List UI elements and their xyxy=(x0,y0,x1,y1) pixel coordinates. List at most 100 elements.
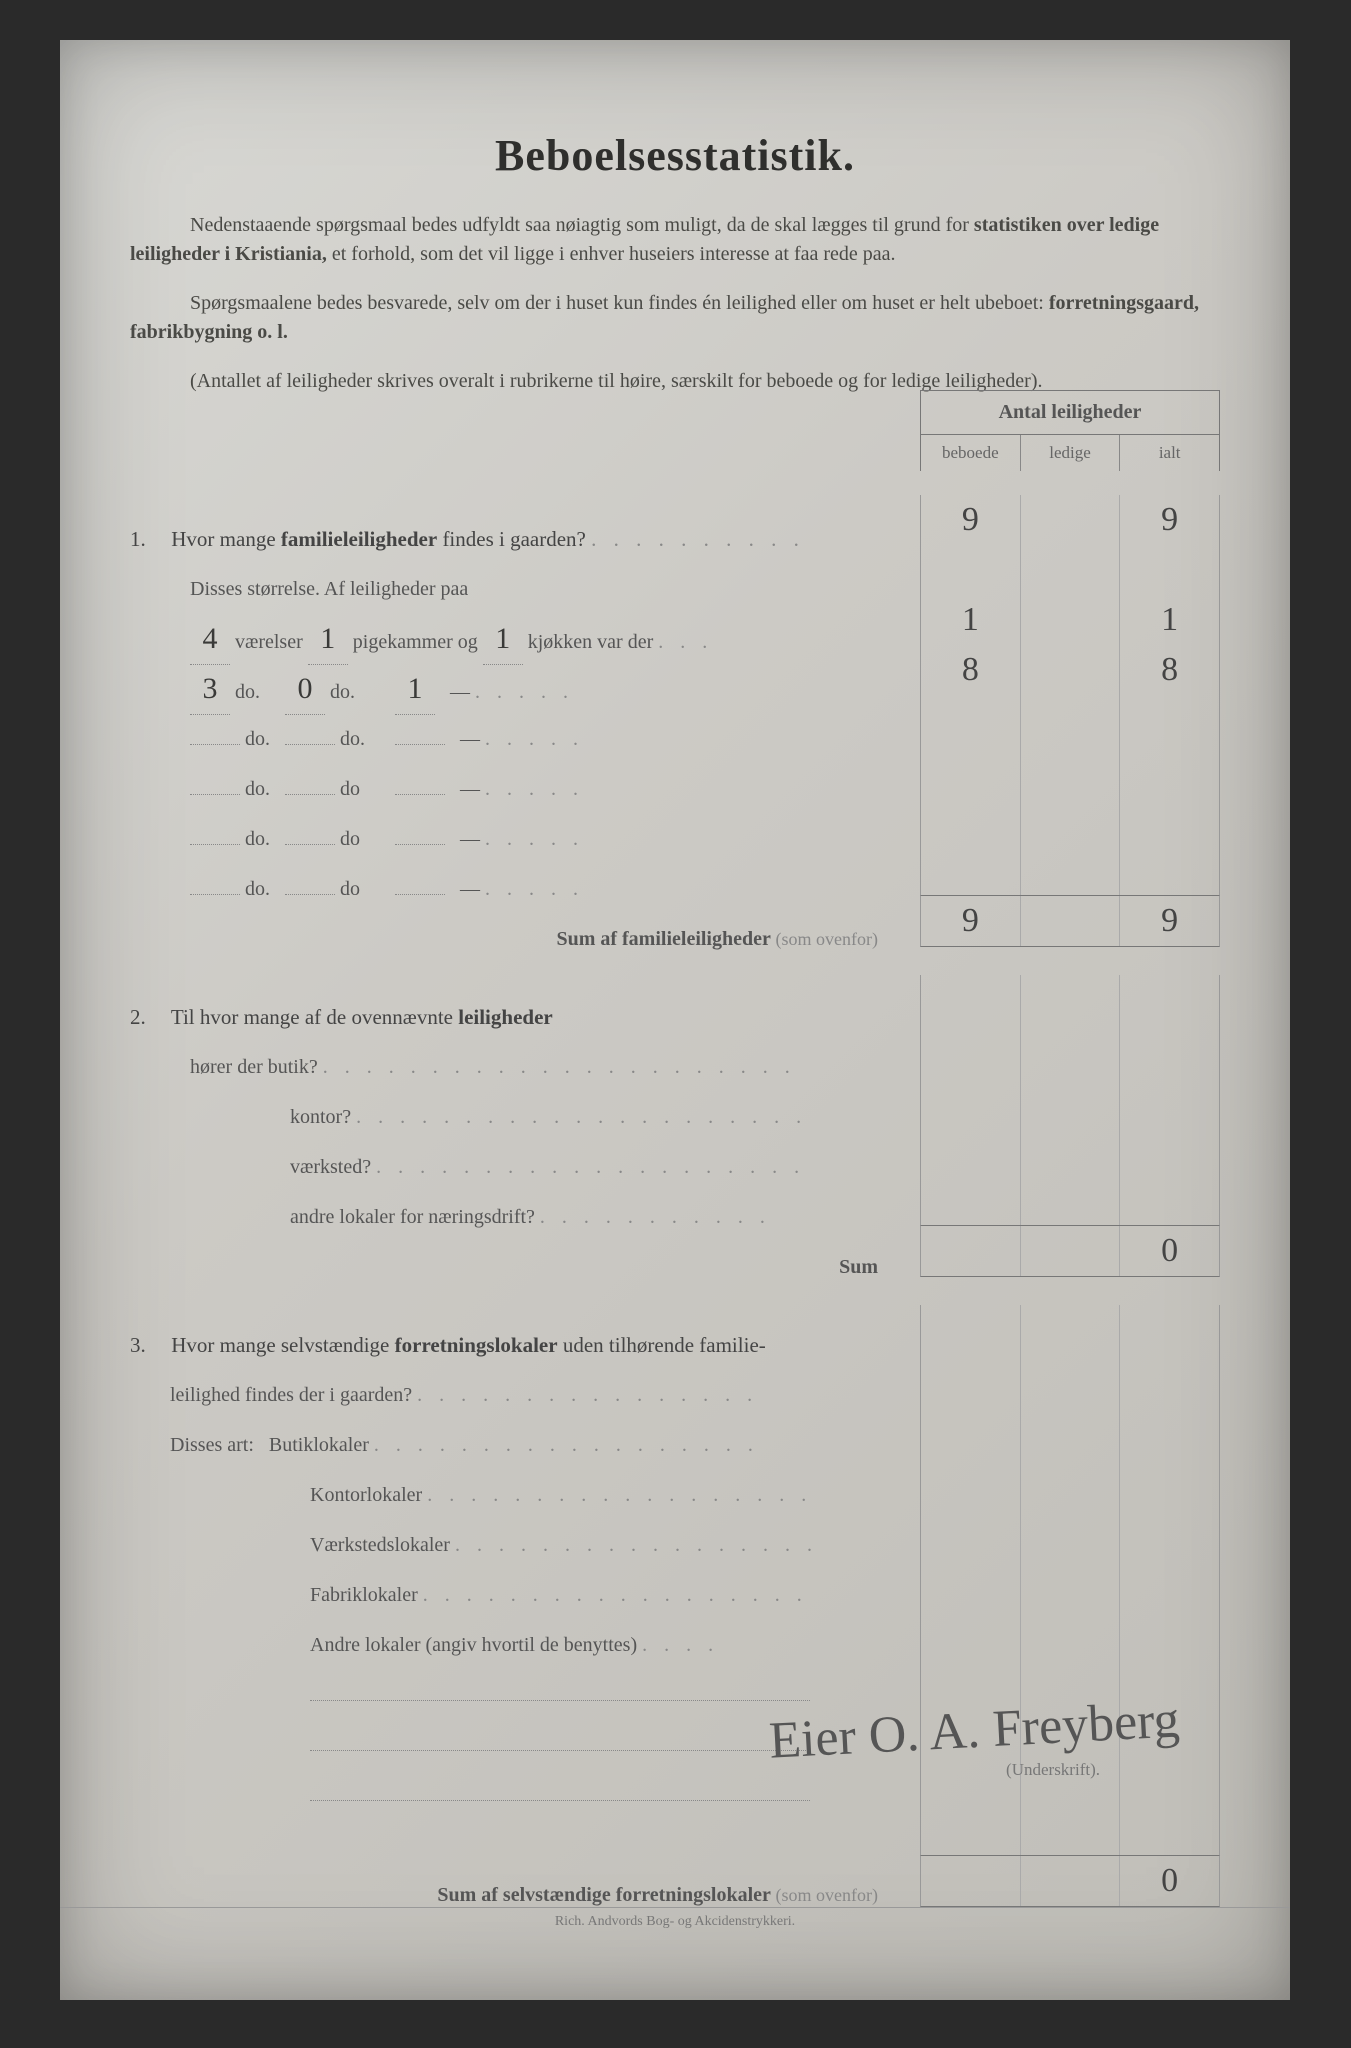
lbl-v: værelser xyxy=(235,631,303,653)
q3-row-2 xyxy=(920,1505,1220,1555)
q1-row-3 xyxy=(920,745,1220,795)
lbl-v: do. xyxy=(245,828,270,850)
q1-total-led xyxy=(1021,495,1121,545)
lbl-v: do. xyxy=(245,878,270,900)
intro-p1a: Nedenstaaende spørgsmaal bedes udfyldt s… xyxy=(190,214,974,236)
q3-num: 3. xyxy=(130,1320,166,1370)
q1-total-ialt: 9 xyxy=(1120,495,1219,545)
lbl-k: kjøkken var der xyxy=(528,631,654,653)
left-column: 1. Hvor mange familieleiligheder findes … xyxy=(130,414,890,1920)
scanned-page: Beboelsesstatistik. Nedenstaaende spørgs… xyxy=(60,40,1290,2000)
q2-l1: kontor? xyxy=(290,1106,351,1128)
q1-num: 1. xyxy=(130,514,166,564)
vaer-1: 3 xyxy=(190,664,230,715)
q3-sum-b: (som ovenfor) xyxy=(776,1885,878,1905)
lbl-v: do. xyxy=(245,778,270,800)
q1-line: 1. Hvor mange familieleiligheder findes … xyxy=(130,514,890,564)
q1-size-row-1: 3 do. 0 do. 1 — . . . . . xyxy=(130,664,890,714)
q3-row-q2 xyxy=(920,1355,1220,1405)
q3-sum-a: Sum af selvstændige forretningslokaler xyxy=(437,1884,770,1906)
q1-size-row-5: do. do — . . . . . xyxy=(130,864,890,914)
printer-line: Rich. Andvords Bog- og Akcidenstrykkeri. xyxy=(60,1907,1290,1930)
q3-sub-3: Fabriklokaler . . . . . . . . . . . . . … xyxy=(130,1570,890,1620)
q3-text-c: uden tilhørende familie- xyxy=(563,1333,766,1357)
lbl-p: do xyxy=(340,778,360,800)
q1-sum-a: Sum af familieleiligheder xyxy=(556,928,770,950)
form-page: Beboelsesstatistik. Nedenstaaende spørgs… xyxy=(130,130,1220,1920)
q2-sum-ialt: 0 xyxy=(1120,1226,1219,1276)
q1-sum-row: 9 9 xyxy=(920,895,1220,947)
signature-label: (Underskrift). xyxy=(1006,1760,1100,1780)
col-ledige: ledige xyxy=(1021,435,1121,471)
lbl-p: do xyxy=(340,828,360,850)
q2-sum: Sum xyxy=(839,1256,878,1278)
q2-text-a: Til hvor mange af de ovennævnte xyxy=(171,1005,458,1029)
form-content: Antal leiligheder beboede ledige ialt 9 … xyxy=(130,414,1220,1920)
q3-l4: Andre lokaler (angiv hvortil de benyttes… xyxy=(310,1634,637,1656)
q3-row-1 xyxy=(920,1455,1220,1505)
pige-0: 1 xyxy=(308,614,348,665)
q1-text-b: familieleiligheder xyxy=(281,527,437,551)
kjok-1: 1 xyxy=(395,664,435,715)
q3-text-a: Hvor mange selvstændige xyxy=(171,1333,394,1357)
q1-total-row: 9 9 xyxy=(920,495,1220,545)
q2-row-3 xyxy=(920,1175,1220,1225)
lbl-k: — xyxy=(460,728,480,750)
q3-art-label: Disses art: xyxy=(170,1434,254,1456)
q1-size-row-3: do. do — . . . . . xyxy=(130,764,890,814)
q2-row-2 xyxy=(920,1125,1220,1175)
intro-p2a: Spørgsmaalene bedes besvarede, selv om d… xyxy=(190,292,1049,314)
q1-row-0: 1 1 xyxy=(920,595,1220,645)
lbl-k: — xyxy=(460,778,480,800)
q1-sum-ialt: 9 xyxy=(1120,896,1219,946)
col-beboede: beboede xyxy=(921,435,1021,471)
col-ialt: ialt xyxy=(1120,435,1219,471)
q1-size-row-2: do. do. — . . . . . xyxy=(130,714,890,764)
q2-l0: hører der butik? xyxy=(190,1056,318,1078)
q1-size-row-0: 4 værelser 1 pigekammer og 1 kjøkken var… xyxy=(130,614,890,664)
q2-line: 2. Til hvor mange af de ovennævnte leili… xyxy=(130,992,890,1042)
pige-1: 0 xyxy=(285,664,325,715)
q1-size-row-4: do. do — . . . . . xyxy=(130,814,890,864)
q1-row-2 xyxy=(920,695,1220,745)
q1-text-a: Hvor mange xyxy=(171,527,281,551)
q2-sub-2: værksted? . . . . . . . . . . . . . . . … xyxy=(130,1142,890,1192)
q3-art: Disses art: Butiklokaler . . . . . . . .… xyxy=(130,1420,890,1470)
q3-line: 3. Hvor mange selvstændige forretningslo… xyxy=(130,1320,890,1370)
q2-l2: værksted? xyxy=(290,1156,371,1178)
intro-p2: Spørgsmaalene bedes besvarede, selv om d… xyxy=(130,289,1220,347)
q2-row-blank xyxy=(920,975,1220,1025)
blank-row xyxy=(920,545,1220,595)
q1-sum-label: Sum af familieleiligheder (som ovenfor) xyxy=(130,914,890,964)
q2-sub-1: kontor? . . . . . . . . . . . . . . . . … xyxy=(130,1092,890,1142)
q3-sum-ialt: 0 xyxy=(1120,1856,1219,1906)
vaer-0: 4 xyxy=(190,614,230,665)
lbl-k: — xyxy=(450,681,470,703)
q3-text-d: leilighed findes der i gaarden? xyxy=(170,1384,412,1406)
q1-sizes-label: Disses størrelse. Af leiligheder paa xyxy=(130,564,890,614)
q2-row-0 xyxy=(920,1025,1220,1075)
q1-sum-beb: 9 xyxy=(921,896,1021,946)
q3-l0: Butiklokaler xyxy=(269,1434,369,1456)
q3-l2: Værkstedslokaler xyxy=(310,1534,450,1556)
q1-row-1: 8 8 xyxy=(920,645,1220,695)
right-column: Antal leiligheder beboede ledige ialt 9 … xyxy=(920,390,1220,1907)
lbl-k: — xyxy=(460,878,480,900)
q2-text-b: leiligheder xyxy=(458,1005,552,1029)
q2-sum-row: 0 xyxy=(920,1225,1220,1277)
q3-row-q xyxy=(920,1305,1220,1355)
q2-num: 2. xyxy=(130,992,166,1042)
q3-line2: leilighed findes der i gaarden? . . . . … xyxy=(130,1370,890,1420)
q3-blank-3 xyxy=(130,1770,890,1820)
q3-row-0 xyxy=(920,1405,1220,1455)
lbl-p: do. xyxy=(330,681,355,703)
q2-row-1 xyxy=(920,1075,1220,1125)
q2-sub-3: andre lokaler for næringsdrift? . . . . … xyxy=(130,1192,890,1242)
q1-sum-led xyxy=(1021,896,1121,946)
kjok-0: 1 xyxy=(483,614,523,665)
lbl-p: pigekammer og xyxy=(353,631,478,653)
cell-ialt: 8 xyxy=(1120,645,1219,695)
q1-text-c: findes i gaarden? xyxy=(442,527,585,551)
intro-p1: Nedenstaaende spørgsmaal bedes udfyldt s… xyxy=(130,211,1220,269)
q1-row-5 xyxy=(920,845,1220,895)
